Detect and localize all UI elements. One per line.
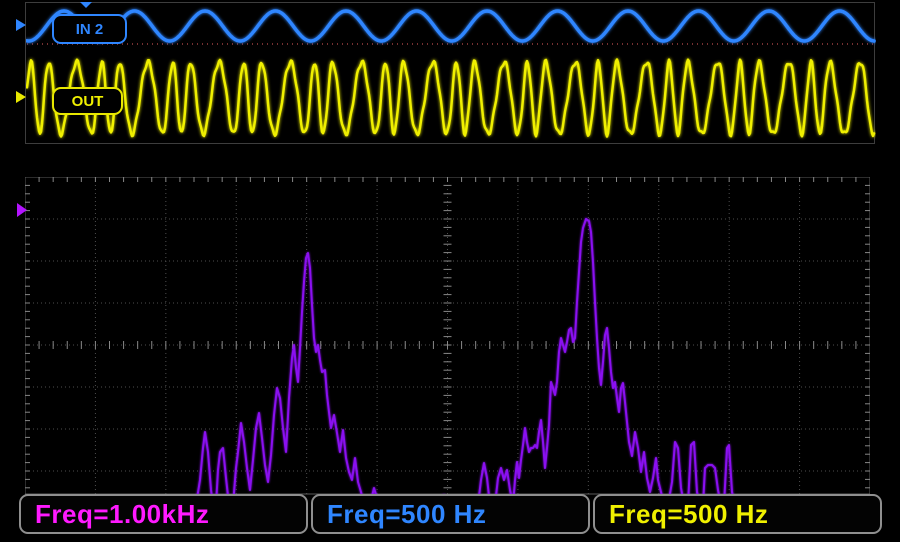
waveform-panel: [25, 2, 876, 144]
trigger-position-icon: [80, 2, 92, 8]
measurement-freq-math[interactable]: Freq=1.00kHz: [19, 494, 308, 534]
fft-panel: [25, 177, 870, 495]
channel-in2-label-text: IN 2: [75, 20, 104, 38]
channel-label-out[interactable]: OUT: [52, 87, 123, 115]
time-domain-plot: [26, 9, 876, 138]
channel-in2-marker-icon: [16, 19, 26, 31]
measurement-freq-in2[interactable]: Freq=500 Hz: [311, 494, 590, 534]
measurement-freq-in2-text: Freq=500 Hz: [327, 498, 487, 529]
channel-label-in2[interactable]: IN 2: [52, 14, 127, 44]
fft-spectrum-plot: [25, 177, 870, 495]
measurement-freq-math-text: Freq=1.00kHz: [35, 498, 210, 529]
channel-out-label-text: OUT: [71, 92, 104, 110]
measurement-freq-out[interactable]: Freq=500 Hz: [593, 494, 882, 534]
measurement-freq-out-text: Freq=500 Hz: [609, 498, 769, 529]
fft-channel-marker-icon: [17, 203, 27, 217]
channel-out-marker-icon: [16, 91, 26, 103]
